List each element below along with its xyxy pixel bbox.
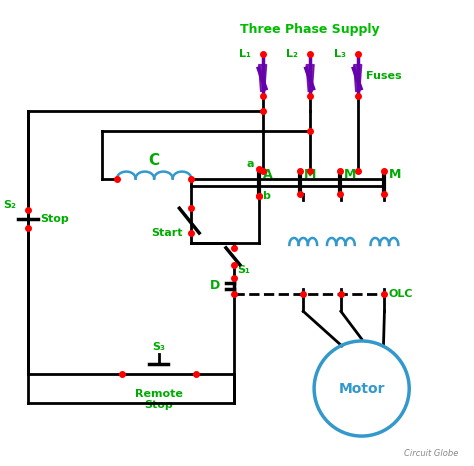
Text: M: M bbox=[388, 168, 401, 181]
Polygon shape bbox=[354, 65, 362, 91]
Text: Stop: Stop bbox=[41, 214, 70, 224]
Text: Circuit Globe: Circuit Globe bbox=[404, 449, 459, 458]
Polygon shape bbox=[259, 65, 266, 91]
Text: Remote
Stop: Remote Stop bbox=[135, 389, 182, 410]
Text: Motor: Motor bbox=[338, 382, 385, 396]
Text: OLC: OLC bbox=[388, 289, 413, 300]
Text: Start: Start bbox=[152, 228, 183, 238]
Text: Fuses: Fuses bbox=[365, 71, 401, 82]
Text: L₁: L₁ bbox=[239, 49, 251, 59]
Text: S₂: S₂ bbox=[3, 200, 16, 210]
Text: L₂: L₂ bbox=[286, 49, 298, 59]
Text: C: C bbox=[148, 153, 160, 168]
Text: a: a bbox=[246, 158, 254, 169]
Polygon shape bbox=[306, 65, 314, 91]
Text: Three Phase Supply: Three Phase Supply bbox=[240, 23, 380, 36]
Text: L₃: L₃ bbox=[334, 49, 346, 59]
Text: S₁: S₁ bbox=[237, 265, 250, 274]
Text: A: A bbox=[263, 168, 272, 181]
Text: S₃: S₃ bbox=[152, 342, 165, 352]
Text: M: M bbox=[344, 168, 356, 181]
Text: b: b bbox=[263, 192, 271, 201]
Text: D: D bbox=[210, 279, 220, 292]
Text: M: M bbox=[304, 168, 317, 181]
